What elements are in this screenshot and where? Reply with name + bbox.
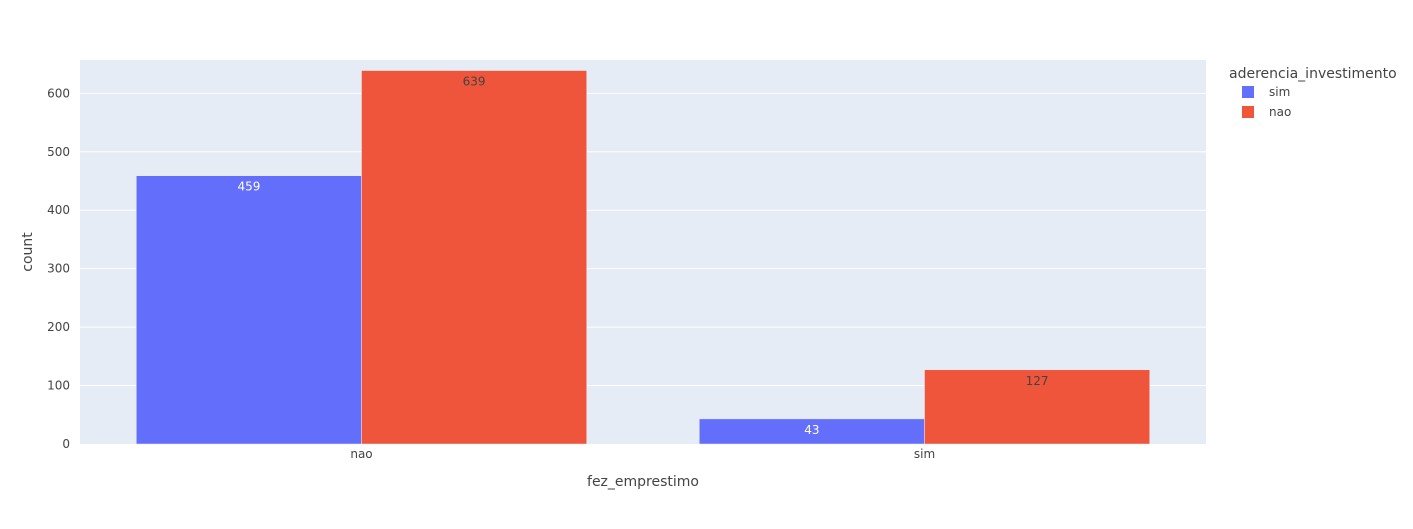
y-axis-ticks: 0 100 200 300 400 500 600 <box>47 86 70 451</box>
bar-sim-sim[interactable] <box>699 418 925 445</box>
legend-item-nao[interactable]: nao <box>1242 105 1291 119</box>
x-axis-title: fez_emprestimo <box>587 474 699 490</box>
legend-title: aderencia_investimento <box>1229 66 1397 82</box>
bar-label-nao-sim: 127 <box>1026 374 1049 388</box>
x-axis-ticks: nao sim <box>350 447 935 461</box>
y-tick-label-600: 600 <box>47 86 70 100</box>
bar-value-labels: 459 639 43 127 <box>237 75 1048 437</box>
legend-item-sim[interactable]: sim <box>1242 85 1290 99</box>
y-tick-label-400: 400 <box>47 203 70 217</box>
x-tick-label-nao: nao <box>350 447 372 461</box>
legend: aderencia_investimento sim nao <box>1229 66 1397 119</box>
y-tick-label-500: 500 <box>47 145 70 159</box>
legend-label-nao: nao <box>1269 105 1291 119</box>
legend-swatch-nao <box>1242 106 1254 118</box>
y-tick-label-300: 300 <box>47 262 70 276</box>
legend-items[interactable]: sim nao <box>1242 85 1291 119</box>
bars[interactable] <box>136 70 1150 445</box>
bar-label-nao-nao: 639 <box>463 75 486 89</box>
bar-label-sim-nao: 459 <box>237 180 260 194</box>
y-tick-label-200: 200 <box>47 320 70 334</box>
x-tick-label-sim: sim <box>914 447 935 461</box>
bar-nao-nao[interactable] <box>361 70 587 445</box>
bar-nao-sim[interactable] <box>924 369 1150 445</box>
legend-swatch-sim <box>1242 86 1254 98</box>
y-tick-label-0: 0 <box>62 437 70 451</box>
bar-label-sim-sim: 43 <box>804 423 819 437</box>
legend-label-sim: sim <box>1269 85 1290 99</box>
y-axis-title: count <box>20 232 36 272</box>
y-tick-label-100: 100 <box>47 379 70 393</box>
bar-sim-nao[interactable] <box>136 175 362 445</box>
